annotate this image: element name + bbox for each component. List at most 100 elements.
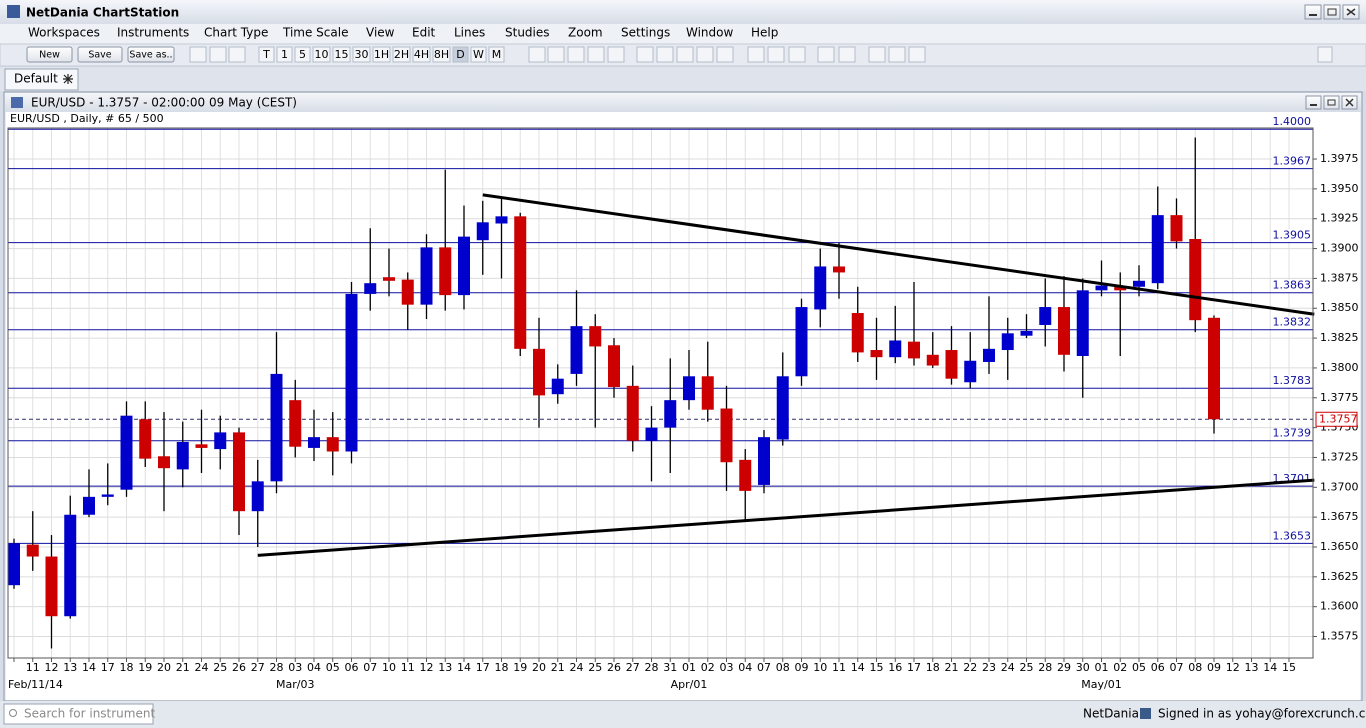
- toolbar-icon[interactable]: [716, 46, 734, 63]
- trendline: [482, 193, 1315, 316]
- toolbar-button[interactable]: [77, 46, 123, 63]
- timeframe-button[interactable]: [276, 46, 293, 63]
- toolbar-button-label[interactable]: Save: [88, 50, 111, 61]
- toolbar-button-label[interactable]: Save as..: [129, 50, 172, 61]
- close-icon: [1346, 8, 1356, 16]
- menu-item[interactable]: Instruments: [117, 26, 189, 40]
- restore-button[interactable]: [1323, 4, 1341, 20]
- candle-body: [495, 216, 508, 224]
- x-tick-label: 06: [345, 661, 359, 674]
- toolbar-icon[interactable]: [908, 46, 926, 63]
- toolbar-icon[interactable]: [547, 46, 565, 63]
- toolbar-icon[interactable]: [656, 46, 674, 63]
- toolbar-button[interactable]: [127, 46, 175, 63]
- candle-body: [83, 496, 95, 515]
- menu-item[interactable]: Time Scale: [282, 26, 348, 40]
- level-label-bg: [1272, 279, 1312, 292]
- timeframe-label[interactable]: 1: [281, 48, 288, 61]
- timeframe-label[interactable]: 4H: [414, 48, 429, 61]
- timeframe-label[interactable]: 30: [355, 48, 369, 61]
- toolbar-expand[interactable]: [1317, 46, 1333, 63]
- menu-item[interactable]: Edit: [412, 26, 436, 40]
- timeframe-button[interactable]: [312, 46, 331, 63]
- toolbar-icon[interactable]: [888, 46, 906, 63]
- x-tick-label: 11: [401, 661, 415, 674]
- x-tick-label: 12: [45, 661, 59, 674]
- y-tick-label: 1.3600: [1320, 600, 1359, 613]
- current-price-box: [1315, 411, 1358, 427]
- toolbar-icon[interactable]: [868, 46, 886, 63]
- chart-window-controls[interactable]: [1305, 95, 1358, 110]
- timeframe-button[interactable]: [432, 46, 451, 63]
- timeframe-button[interactable]: [372, 46, 391, 63]
- window-controls[interactable]: [1304, 4, 1360, 20]
- tab-close[interactable]: [63, 74, 73, 84]
- timeframe-label[interactable]: T: [262, 48, 270, 61]
- timeframe-label[interactable]: 2H: [394, 48, 409, 61]
- chart-close-icon: [1345, 98, 1354, 107]
- toolbar-icon[interactable]: [567, 46, 585, 63]
- toolbar-icon[interactable]: [817, 46, 835, 63]
- menu-item[interactable]: Help: [751, 26, 778, 40]
- toolbar-icon[interactable]: [528, 46, 546, 63]
- timeframe-label[interactable]: M: [492, 48, 502, 61]
- timeframe-button[interactable]: [332, 46, 351, 63]
- x-tick-label: 14: [457, 661, 471, 674]
- menu-item[interactable]: Zoom: [568, 26, 603, 40]
- toolbar-icon[interactable]: [607, 46, 625, 63]
- timeframe-label[interactable]: 1H: [374, 48, 389, 61]
- search-box[interactable]: [3, 703, 154, 725]
- tab[interactable]: [4, 68, 79, 91]
- timeframe-button[interactable]: [294, 46, 311, 63]
- timeframe-button[interactable]: [452, 46, 469, 63]
- x-tick-label: 30: [1076, 661, 1090, 674]
- toolbar-icon[interactable]: [636, 46, 654, 63]
- chart-minimize[interactable]: [1305, 95, 1322, 110]
- timeframe-button[interactable]: [488, 46, 505, 63]
- menu-item[interactable]: View: [366, 26, 395, 40]
- timeframe-button[interactable]: [392, 46, 411, 63]
- timeframe-button[interactable]: [258, 46, 275, 63]
- x-tick-label: 05: [326, 661, 340, 674]
- x-tick-label: 05: [1132, 661, 1146, 674]
- timeframe-label[interactable]: 8H: [434, 48, 449, 61]
- x-tick-label: 07: [1170, 661, 1184, 674]
- menu-item[interactable]: Workspaces: [28, 26, 100, 40]
- timeframe-button[interactable]: [412, 46, 431, 63]
- candle-body: [1170, 215, 1183, 242]
- toolbar-icon[interactable]: [788, 46, 806, 63]
- menu-item[interactable]: Window: [686, 26, 734, 40]
- toolbar-icon[interactable]: [767, 46, 785, 63]
- chart-type-icon[interactable]: [209, 46, 227, 63]
- timeframe-button[interactable]: [352, 46, 371, 63]
- toolbar-button[interactable]: [26, 46, 73, 63]
- timeframe-label[interactable]: 15: [335, 48, 349, 61]
- menu-item[interactable]: Chart Type: [204, 26, 268, 40]
- candle-body: [26, 544, 39, 557]
- toolbar-icon[interactable]: [696, 46, 714, 63]
- chart-restore[interactable]: [1323, 95, 1340, 110]
- toolbar-icon[interactable]: [676, 46, 694, 63]
- timeframe-label[interactable]: 10: [315, 48, 329, 61]
- timeframe-label[interactable]: W: [473, 48, 484, 61]
- y-tick-label: 1.3925: [1320, 212, 1359, 225]
- search-placeholder[interactable]: Search for instrument: [24, 707, 155, 721]
- toolbar-icon[interactable]: [838, 46, 856, 63]
- chart-type-icon[interactable]: [228, 46, 246, 63]
- menu-item[interactable]: Settings: [621, 26, 670, 40]
- chart-type-icon[interactable]: [189, 46, 207, 63]
- title-bar: [0, 0, 1366, 24]
- menu-item[interactable]: Lines: [454, 26, 485, 40]
- y-tick-label: 1.3975: [1320, 152, 1359, 165]
- candle-body: [1133, 280, 1145, 287]
- toolbar-icon[interactable]: [587, 46, 605, 63]
- menu-item[interactable]: Studies: [505, 26, 550, 40]
- timeframe-label[interactable]: D: [456, 48, 464, 61]
- toolbar-icon[interactable]: [747, 46, 765, 63]
- timeframe-label[interactable]: 5: [299, 48, 306, 61]
- candle-body: [270, 373, 283, 482]
- toolbar-button-label[interactable]: New: [39, 50, 60, 61]
- timeframe-button[interactable]: [470, 46, 487, 63]
- minimize-button[interactable]: [1304, 4, 1322, 20]
- tab-label[interactable]: Default: [14, 72, 58, 86]
